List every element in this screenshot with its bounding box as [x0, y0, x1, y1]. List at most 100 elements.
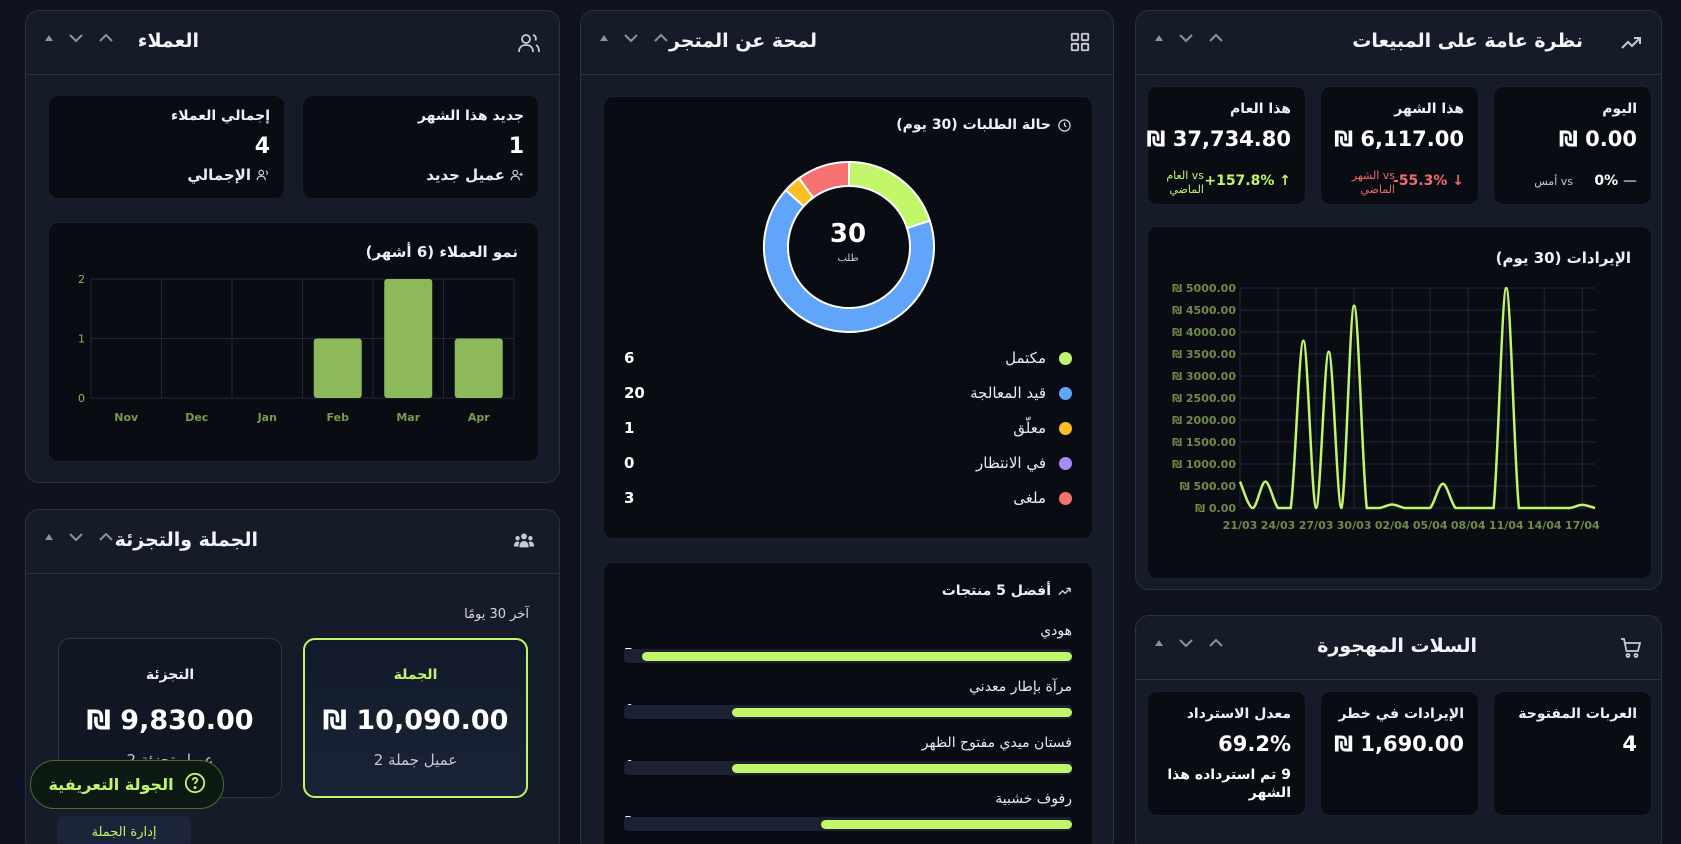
- year-sales-card: هذا العام ₪ 37,734.80 +157.8% ↑ vs العام…: [1146, 86, 1306, 205]
- triangle-up-icon[interactable]: [1154, 34, 1164, 42]
- chevron-up-icon[interactable]: [653, 33, 669, 43]
- retail-value: ₪ 9,830.00: [86, 705, 254, 736]
- product-name: رفوف خشبية: [995, 791, 1072, 807]
- revenue-at-risk-value: ₪ 1,690.00: [1334, 732, 1464, 756]
- manage-wholesale-label: إدارة الجملة: [91, 825, 157, 840]
- donut-slice: [797, 160, 850, 200]
- chevron-down-icon[interactable]: [1178, 638, 1194, 648]
- x-tick-label: 11/04: [1489, 519, 1524, 532]
- month-sales-label: هذا الشهر: [1394, 101, 1464, 117]
- open-carts-card: العربات المفتوحة 4: [1493, 691, 1652, 816]
- revenue-at-risk-label: الإيرادات في خطر: [1338, 706, 1464, 722]
- orders-status-card: حالة الطلبات (30 يوم) 30 طلب 6 مكتمل 20 قيد…: [603, 96, 1093, 539]
- year-sales-label: هذا العام: [1230, 101, 1291, 117]
- total-customers-label: إجمالي العملاء: [171, 108, 270, 124]
- year-change-value: +157.8%: [1204, 173, 1275, 189]
- legend-dot: [1059, 387, 1072, 400]
- tour-button[interactable]: الجولة التعريفية: [30, 760, 224, 809]
- y-tick-label: ₪ 2500.00: [1172, 392, 1236, 405]
- store-header: لمحة عن المتجر: [581, 11, 1113, 75]
- chevron-down-icon[interactable]: [1178, 33, 1194, 43]
- legend-item: 3 ملغى: [624, 487, 1072, 509]
- donut-slice: [763, 188, 935, 333]
- x-tick-label: 21/03: [1223, 519, 1258, 532]
- revenue-chart: ₪ 0.00 ₪ 500.00 ₪ 1000.00 ₪ 1500.00 ₪ 2000.0…: [1172, 282, 1600, 532]
- total-customers-value: 4: [254, 134, 270, 159]
- x-tick-label: 14/04: [1527, 519, 1562, 532]
- x-tick-label: 05/04: [1413, 519, 1448, 532]
- chevron-up-icon[interactable]: [98, 33, 114, 43]
- sales-title: نظرة عامة على المبيعات: [1352, 30, 1583, 52]
- manage-wholesale-link[interactable]: إدارة الجملة: [57, 816, 191, 844]
- growth-bar: [454, 338, 503, 398]
- chevron-down-icon[interactable]: [623, 33, 639, 43]
- legend-label: معلّق: [1013, 419, 1046, 437]
- chevron-up-icon[interactable]: [1208, 638, 1224, 648]
- panel-controls: [44, 532, 114, 542]
- legend-value: 20: [624, 384, 645, 402]
- total-customers-sub: الإجمالي: [187, 166, 270, 184]
- store-panel: لمحة عن المتجر حالة الطلبات (30 يوم) 3 0 …: [580, 10, 1114, 844]
- legend-label: مكتمل: [1005, 349, 1046, 367]
- wholesale-header: الجملة والتجزئة: [26, 510, 559, 574]
- triangle-up-icon[interactable]: [44, 533, 54, 541]
- product-item: رفوف خشبية3: [624, 791, 1072, 839]
- donut-total: 30: [829, 219, 867, 249]
- orders-status-header: حالة الطلبات (30 يوم): [896, 117, 1072, 133]
- orders-donut-chart: [763, 160, 935, 333]
- chevron-down-icon[interactable]: [68, 532, 84, 542]
- product-bar-track: [624, 649, 1072, 663]
- people-group-icon: [513, 530, 537, 554]
- y-tick-label: ₪ 0.00: [1195, 502, 1236, 515]
- trending-up-icon: [1058, 587, 1071, 595]
- clock-icon: [1058, 118, 1071, 132]
- legend-value: 6: [624, 349, 635, 367]
- new-customers-sub-label: عميل جديد: [426, 166, 505, 184]
- users-icon: [256, 169, 268, 181]
- legend-dot: [1059, 352, 1072, 365]
- legend-value: 0: [624, 454, 635, 472]
- revenue-card: الإيرادات (30 يوم) ₪ 0.00 ₪ 500.00 ₪ 1000.…: [1147, 226, 1652, 579]
- sales-header: نظرة عامة على المبيعات: [1136, 11, 1661, 75]
- today-sales-label: اليوم: [1602, 101, 1637, 117]
- x-tick-label: 17/04: [1565, 519, 1600, 532]
- customers-title: العملاء: [137, 30, 199, 52]
- today-sales-value: ₪ 0.00: [1558, 127, 1637, 151]
- x-tick-label: 08/04: [1451, 519, 1486, 532]
- chevron-down-icon[interactable]: [68, 33, 84, 43]
- new-customers-value: 1: [508, 134, 524, 159]
- chevron-up-icon[interactable]: [1208, 33, 1224, 43]
- year-sales-value: ₪ 37,734.80: [1146, 127, 1291, 151]
- legend-value: 1: [624, 419, 635, 437]
- year-sales-change: +157.8% ↑: [1204, 173, 1291, 189]
- panel-controls: [44, 33, 114, 43]
- triangle-up-icon[interactable]: [44, 34, 54, 42]
- open-carts-value: 4: [1622, 732, 1637, 756]
- x-tick-label: Mar: [396, 411, 420, 424]
- product-bar-fill: [821, 820, 1072, 829]
- shopping-cart-icon: [1619, 636, 1643, 660]
- triangle-up-icon[interactable]: [599, 34, 609, 42]
- product-bar-track: [624, 761, 1072, 775]
- product-name: فستان ميدي مفتوح الظهر: [921, 735, 1072, 751]
- wholesale-period: آخر 30 يومًا: [464, 607, 529, 622]
- today-sales-card: اليوم ₪ 0.00 0% — vs أمس: [1493, 86, 1652, 205]
- x-tick-label: Nov: [114, 411, 139, 424]
- revenue-line: [1238, 286, 1596, 510]
- triangle-up-icon[interactable]: [1154, 639, 1164, 647]
- y-tick-label: ₪ 500.00: [1180, 480, 1237, 493]
- today-change-value: 0%: [1594, 173, 1619, 189]
- grid-icon: [1069, 31, 1093, 55]
- y-tick-label: ₪ 3500.00: [1172, 348, 1236, 361]
- year-sales-vs: vs العام الماضي: [1166, 169, 1204, 196]
- total-customers-sub-label: الإجمالي: [187, 166, 251, 184]
- y-tick-label: ₪ 5000.00: [1172, 282, 1236, 295]
- chevron-up-icon[interactable]: [98, 532, 114, 542]
- carts-title: السلات المهجورة: [1317, 635, 1477, 657]
- carts-header: السلات المهجورة: [1136, 616, 1661, 680]
- y-tick-label: ₪ 4500.00: [1172, 304, 1236, 317]
- sales-panel: نظرة عامة على المبيعات هذا العام ₪ 37,73…: [1135, 10, 1662, 590]
- retail-label: التجزئة: [145, 667, 195, 683]
- product-name: هودي: [1040, 623, 1072, 639]
- product-bar-fill: [642, 652, 1072, 661]
